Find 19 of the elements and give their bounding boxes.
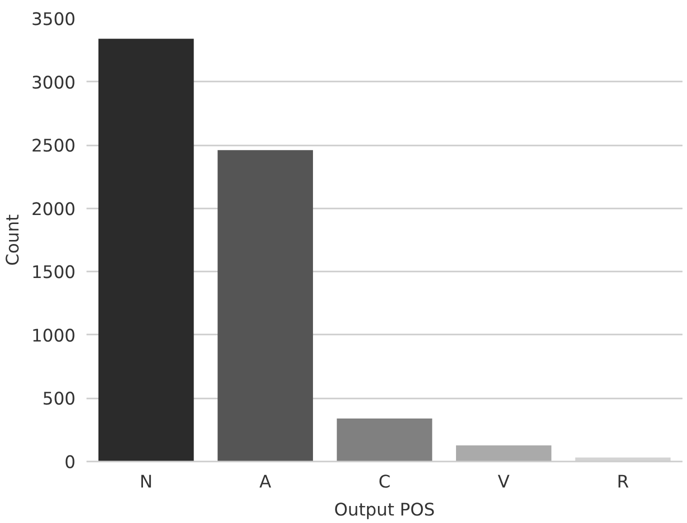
y-tick-label: 3000 bbox=[31, 73, 76, 94]
bar bbox=[336, 418, 432, 462]
x-axis-title: Output POS bbox=[334, 500, 435, 520]
y-tick-label: 2500 bbox=[31, 136, 76, 157]
x-tick-label: R bbox=[616, 472, 629, 492]
y-tick-label: 3500 bbox=[31, 10, 76, 30]
x-tick-label: N bbox=[140, 472, 153, 492]
y-axis-title: Count bbox=[3, 214, 24, 266]
x-tick-label: V bbox=[498, 472, 510, 492]
bar bbox=[218, 150, 313, 462]
y-tick-label: 500 bbox=[42, 390, 76, 410]
bar bbox=[98, 38, 194, 462]
y-tick-label: 1500 bbox=[31, 263, 76, 284]
x-tick-label: A bbox=[259, 472, 272, 492]
y-tick-label: 0 bbox=[64, 453, 76, 473]
y-tick-label: 2000 bbox=[31, 200, 76, 220]
bar bbox=[456, 445, 552, 462]
y-tick-label: 1000 bbox=[31, 326, 76, 346]
x-tick-label: C bbox=[378, 472, 391, 492]
